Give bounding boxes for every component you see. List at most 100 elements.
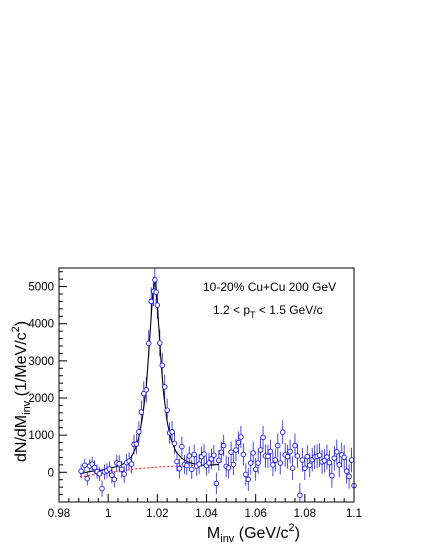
y-tick-label: 3000 [28,356,54,368]
data-point [304,453,311,460]
y-axis-title-pre: dN/dM [13,415,30,462]
data-point [257,447,264,453]
data-point [245,476,252,483]
data-point [324,454,330,460]
x-axis-title-main: M [207,525,220,542]
annotation-pt-sub: T [250,310,256,320]
data-point [188,466,195,473]
x-tick-label: 1.08 [294,508,316,520]
data-point [250,450,256,456]
data-point [109,472,115,479]
y-tick-label: 2000 [28,393,54,405]
x-tick-label: 1.1 [346,508,362,520]
data-point [334,449,340,455]
data-point [152,277,158,283]
fit-curve-layer [79,279,219,475]
x-axis-title: Minv (GeV/c2) [207,522,300,545]
data-point [99,485,105,492]
y-axis-title: dN/dMinv (1/MeV/c2) [10,321,33,462]
data-point [287,448,293,455]
x-axis-title-close: ) [295,525,300,542]
fit-curve [79,279,219,475]
data-point [157,340,163,346]
data-point [206,460,212,466]
data-point [128,461,135,467]
data-point [260,434,266,441]
y-tick-label: 5000 [28,282,54,294]
data-point [138,409,145,415]
data-point [136,429,142,435]
x-tick-label: 1.02 [146,508,168,520]
data-point [154,302,161,308]
data-point [171,440,178,447]
data-point [184,462,190,469]
y-axis-title-sup: 2 [10,326,22,332]
data-point [82,462,88,468]
y-axis-title-post: (1/MeV/c [13,332,30,400]
data-point [161,384,168,390]
data-point [331,455,338,461]
data-point [186,453,193,459]
data-point [238,434,244,440]
data-point [179,443,185,450]
data-point [341,454,347,461]
y-tick-label: 4000 [28,319,54,331]
data-point [240,451,247,458]
x-tick-label: 1.06 [244,508,266,520]
data-point [84,475,91,482]
data-point [196,461,202,467]
data-point [225,465,232,471]
data-point [141,390,147,397]
data-point [191,451,197,458]
data-point [316,452,323,458]
data-point [292,442,298,449]
data-point [277,460,284,466]
data-point [275,442,281,449]
x-tick-label: 1 [105,508,111,520]
data-point [297,492,303,499]
data-point [252,466,259,473]
data-point [326,459,333,466]
data-point [174,458,180,465]
data-point [106,466,113,472]
data-point [208,456,215,462]
data-point [267,448,274,455]
y-tick-label: 0 [48,467,54,479]
annotation-pt-range: 1.2 < pT < 1.5 GeV/c [213,303,323,320]
data-point [111,476,118,483]
data-point [228,449,234,455]
data-point [216,457,222,464]
data-point [211,452,217,458]
data-point [302,465,308,471]
data-point [159,362,165,369]
x-axis-title-sub: inv [220,533,235,545]
data-point [213,480,220,487]
y-axis-title-close: ) [13,321,30,326]
data-point [218,449,224,455]
data-point [164,407,170,414]
data-point [133,441,140,447]
data-point [176,465,183,472]
data-point [284,453,291,460]
annotation-pt-post: < 1.5 GeV/c [256,303,323,317]
data-point [169,429,175,435]
annotation-pt-pre: 1.2 < p [213,303,250,317]
data-point [348,457,355,463]
data-point [78,468,84,474]
data-point [289,465,296,471]
data-point [265,453,271,460]
data-point [230,461,237,468]
data-point [272,457,279,463]
annotation-collision-system: 10-20% Cu+Cu 200 GeV [203,280,336,294]
data-point [148,298,154,305]
data-point [307,462,313,468]
data-point [329,472,335,479]
data-point [116,460,122,467]
data-point [270,462,276,468]
data-point [233,447,239,453]
data-point [336,462,343,468]
data-point [299,457,306,463]
x-axis-title-post: (GeV/c [234,525,288,542]
